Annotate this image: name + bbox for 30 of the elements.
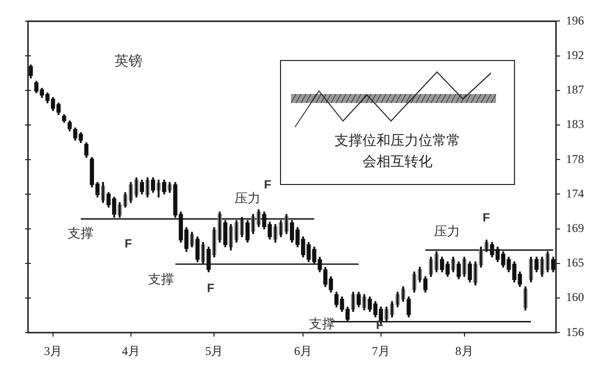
y-tick-label: 160 xyxy=(566,290,584,304)
y-tick-label: 196 xyxy=(566,13,584,28)
annotation: F xyxy=(482,210,490,225)
x-tick-label: 4月 xyxy=(122,344,140,358)
y-tick-label: 178 xyxy=(566,152,584,166)
y-tick-label: 165 xyxy=(566,256,584,270)
y-tick-label: 156 xyxy=(566,324,584,339)
annotation: 支撑 xyxy=(309,316,336,332)
annotation: 会相互转化 xyxy=(362,154,434,172)
text: 英镑 xyxy=(114,53,142,70)
x-tick-label: 8月 xyxy=(455,344,474,358)
x-tick-label: 7月 xyxy=(372,344,390,358)
annotation: F xyxy=(124,236,132,250)
y-tick-label: 169 xyxy=(566,220,584,235)
x-tick-label: 6月 xyxy=(294,344,312,358)
y-tick-label: 187 xyxy=(566,82,584,97)
y-tick-label: 174 xyxy=(566,186,584,200)
x-tick-label: 3月 xyxy=(44,344,62,358)
annotation: 支撑 xyxy=(148,271,174,286)
y-tick-label: 183 xyxy=(566,117,584,132)
annotation: F xyxy=(264,178,272,192)
annotation: 压力 xyxy=(234,190,261,206)
y-tick-label: 192 xyxy=(566,48,584,62)
annotation: F xyxy=(376,318,384,332)
annotation: 支撑位和压力位常常 xyxy=(334,132,462,151)
annotation: F xyxy=(207,281,214,296)
annotation: 压力 xyxy=(434,223,460,238)
x-tick-label: 5月 xyxy=(205,344,224,358)
annotation: 支撑 xyxy=(67,226,94,241)
inset-panel: 支撑位和压力位常常 会相互转化 xyxy=(280,60,515,185)
